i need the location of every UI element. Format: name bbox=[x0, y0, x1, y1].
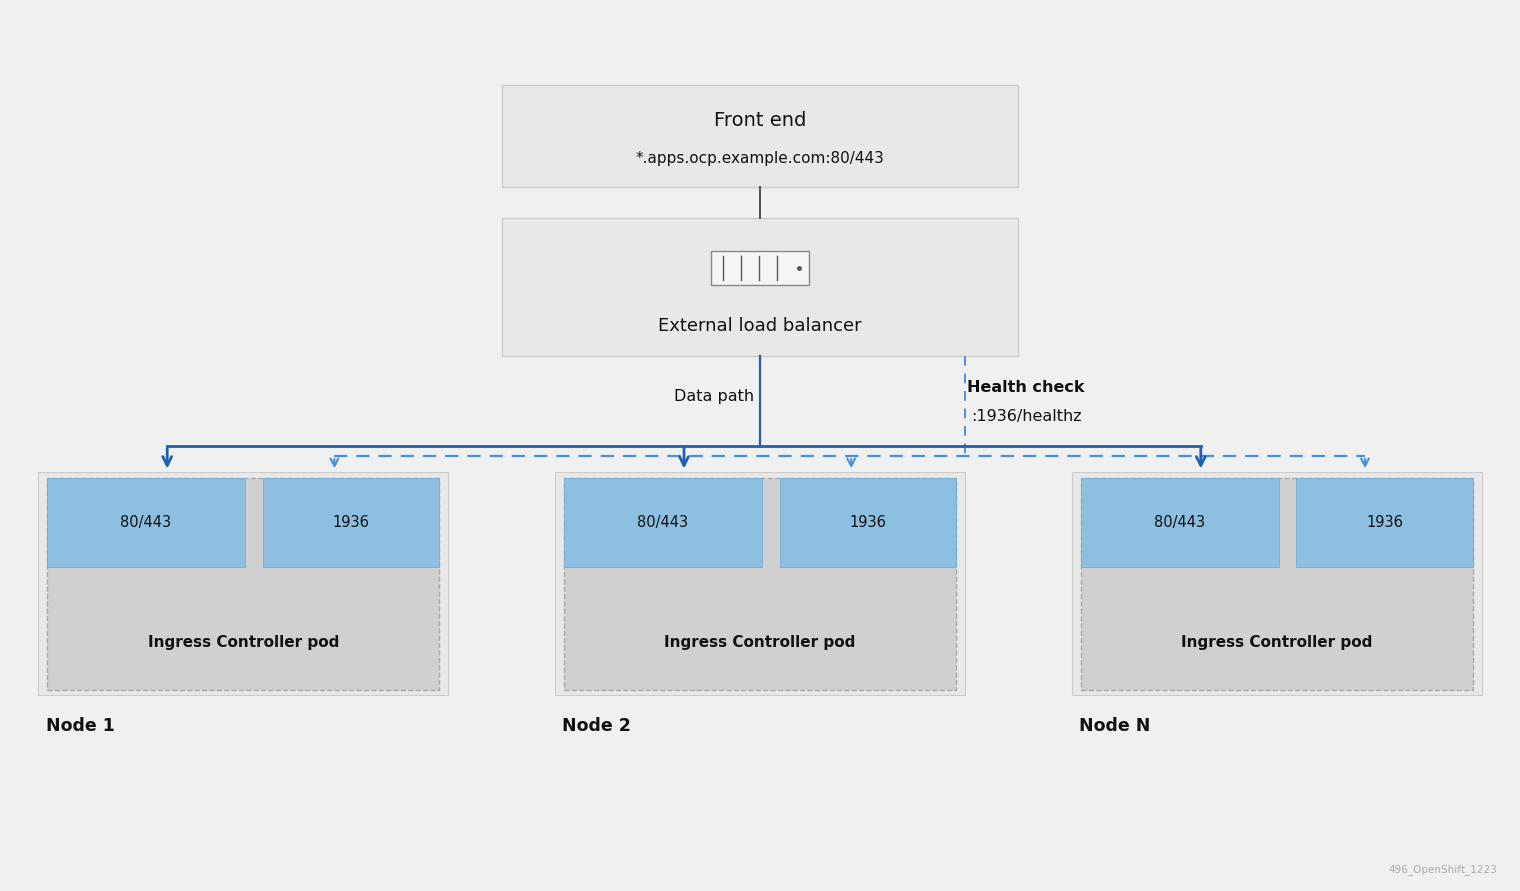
FancyBboxPatch shape bbox=[502, 218, 1018, 356]
Text: Node N: Node N bbox=[1079, 717, 1151, 735]
Text: :1936/healthz: :1936/healthz bbox=[971, 409, 1081, 423]
Text: 1936: 1936 bbox=[1366, 515, 1403, 529]
FancyBboxPatch shape bbox=[780, 478, 956, 567]
Text: Node 2: Node 2 bbox=[562, 717, 631, 735]
FancyBboxPatch shape bbox=[555, 472, 965, 695]
FancyBboxPatch shape bbox=[47, 478, 439, 690]
Text: Ingress Controller pod: Ingress Controller pod bbox=[1181, 635, 1373, 650]
FancyBboxPatch shape bbox=[263, 478, 439, 567]
Text: *.apps.ocp.example.com:80/443: *.apps.ocp.example.com:80/443 bbox=[635, 151, 885, 166]
Text: Node 1: Node 1 bbox=[46, 717, 114, 735]
Text: Ingress Controller pod: Ingress Controller pod bbox=[147, 635, 339, 650]
Text: 80/443: 80/443 bbox=[120, 515, 172, 529]
Text: 1936: 1936 bbox=[333, 515, 369, 529]
FancyBboxPatch shape bbox=[1072, 472, 1482, 695]
FancyBboxPatch shape bbox=[1297, 478, 1473, 567]
FancyBboxPatch shape bbox=[1081, 478, 1278, 567]
Text: 80/443: 80/443 bbox=[1154, 515, 1205, 529]
Text: 496_OpenShift_1223: 496_OpenShift_1223 bbox=[1388, 864, 1497, 875]
Text: External load balancer: External load balancer bbox=[658, 317, 862, 335]
FancyBboxPatch shape bbox=[47, 478, 245, 567]
Text: 80/443: 80/443 bbox=[637, 515, 689, 529]
FancyBboxPatch shape bbox=[564, 478, 956, 690]
FancyBboxPatch shape bbox=[1081, 478, 1473, 690]
FancyBboxPatch shape bbox=[564, 478, 762, 567]
Text: Health check: Health check bbox=[967, 380, 1085, 395]
FancyBboxPatch shape bbox=[38, 472, 448, 695]
FancyBboxPatch shape bbox=[711, 250, 809, 284]
Text: Ingress Controller pod: Ingress Controller pod bbox=[664, 635, 856, 650]
Text: Data path: Data path bbox=[675, 389, 754, 404]
Text: Front end: Front end bbox=[714, 111, 806, 130]
Text: 1936: 1936 bbox=[850, 515, 886, 529]
FancyBboxPatch shape bbox=[502, 85, 1018, 187]
